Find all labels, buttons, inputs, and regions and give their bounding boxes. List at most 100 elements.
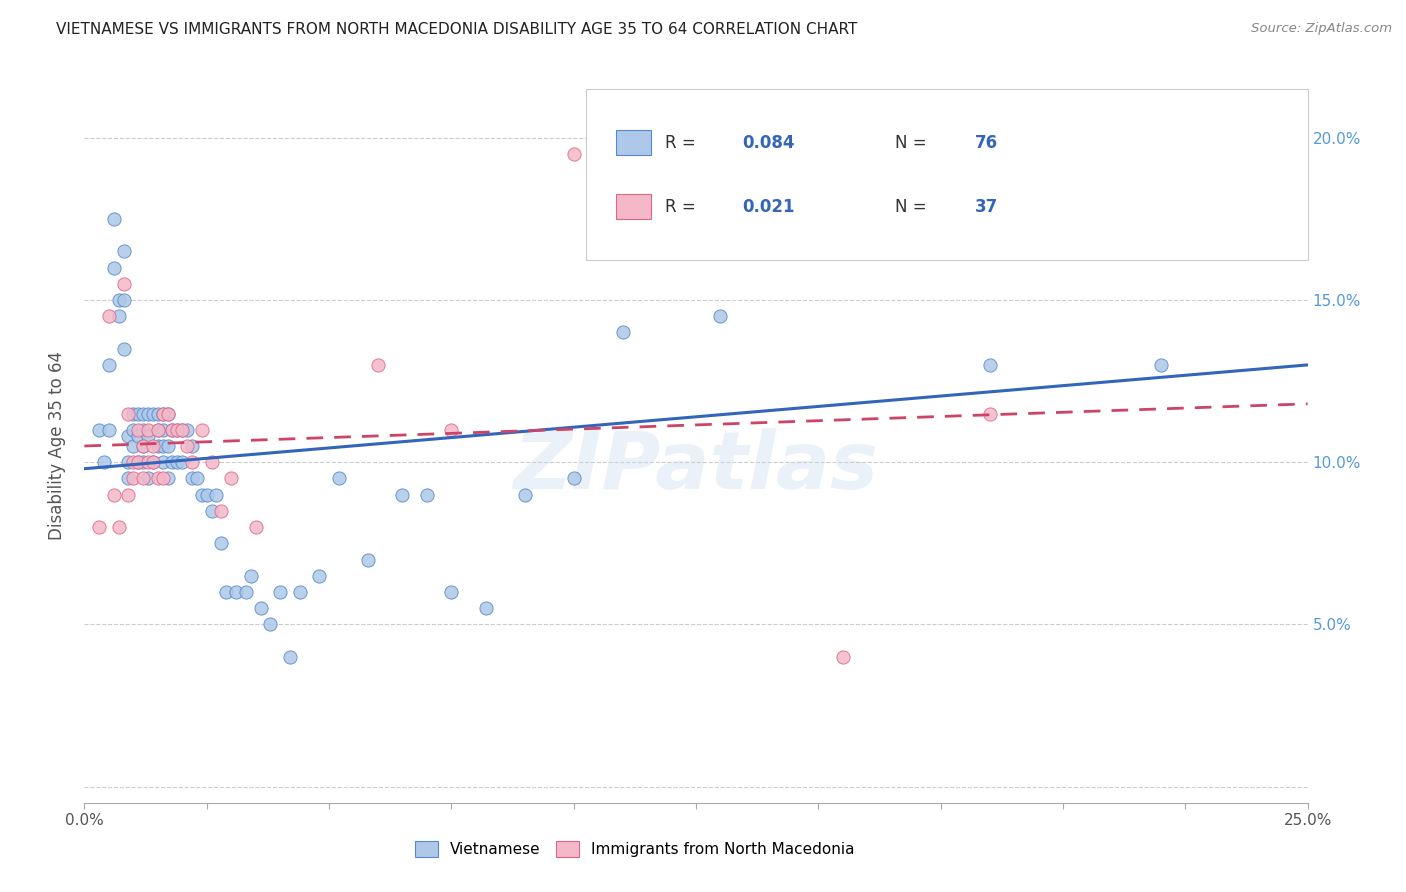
Point <box>117 407 139 421</box>
Point <box>209 504 232 518</box>
Point <box>1150 358 1173 372</box>
Point <box>132 455 155 469</box>
Point <box>239 568 262 582</box>
Point <box>176 439 198 453</box>
Point <box>112 244 135 259</box>
Point <box>132 439 155 453</box>
Point <box>200 504 222 518</box>
Point <box>152 423 174 437</box>
Point <box>831 649 853 664</box>
Text: R =: R = <box>665 134 702 152</box>
Point <box>156 439 179 453</box>
Point <box>132 439 155 453</box>
Point <box>117 429 139 443</box>
Point <box>127 455 149 469</box>
Point <box>142 407 165 421</box>
Point <box>176 423 198 437</box>
Point <box>146 423 169 437</box>
Point <box>152 407 174 421</box>
Point <box>127 429 149 443</box>
Point <box>172 423 194 437</box>
Point <box>97 423 120 437</box>
Point <box>357 552 380 566</box>
Point <box>136 471 159 485</box>
Point <box>259 617 281 632</box>
Point <box>474 601 496 615</box>
Point <box>127 423 149 437</box>
Point <box>166 423 188 437</box>
Point <box>107 520 129 534</box>
Point <box>122 471 145 485</box>
Point <box>112 293 135 307</box>
Point <box>97 310 120 324</box>
Point <box>117 455 139 469</box>
Point <box>103 488 125 502</box>
Point <box>156 407 179 421</box>
Point <box>562 147 585 161</box>
Point <box>416 488 439 502</box>
Text: VIETNAMESE VS IMMIGRANTS FROM NORTH MACEDONIA DISABILITY AGE 35 TO 64 CORRELATIO: VIETNAMESE VS IMMIGRANTS FROM NORTH MACE… <box>56 22 858 37</box>
Point <box>112 277 135 291</box>
FancyBboxPatch shape <box>616 194 651 219</box>
Point <box>132 407 155 421</box>
Point <box>278 649 301 664</box>
Point <box>93 455 115 469</box>
FancyBboxPatch shape <box>616 130 651 155</box>
Point <box>103 260 125 275</box>
Point <box>162 423 184 437</box>
Point <box>142 439 165 453</box>
Point <box>117 471 139 485</box>
Point <box>112 342 135 356</box>
Point <box>152 471 174 485</box>
Point <box>195 488 218 502</box>
Point <box>122 439 145 453</box>
Point <box>146 439 169 453</box>
Point <box>107 310 129 324</box>
FancyBboxPatch shape <box>586 89 1308 260</box>
Point <box>513 488 536 502</box>
Point <box>142 455 165 469</box>
Point <box>209 536 232 550</box>
Point <box>142 455 165 469</box>
Point <box>612 326 634 340</box>
Point <box>127 407 149 421</box>
Point <box>709 310 731 324</box>
Text: N =: N = <box>896 198 932 216</box>
Point <box>181 455 204 469</box>
Text: 76: 76 <box>974 134 998 152</box>
Point <box>117 488 139 502</box>
Point <box>235 585 257 599</box>
Point <box>166 455 188 469</box>
Point <box>205 488 228 502</box>
Point <box>122 455 145 469</box>
Point <box>136 429 159 443</box>
Point <box>152 455 174 469</box>
Point <box>132 471 155 485</box>
Point <box>219 471 242 485</box>
Point <box>225 585 247 599</box>
Point <box>136 455 159 469</box>
Point <box>136 423 159 437</box>
Point <box>146 423 169 437</box>
Point <box>97 358 120 372</box>
Point <box>132 423 155 437</box>
Point <box>127 455 149 469</box>
Point <box>146 407 169 421</box>
Point <box>245 520 267 534</box>
Point <box>107 293 129 307</box>
Point <box>172 455 194 469</box>
Text: Source: ZipAtlas.com: Source: ZipAtlas.com <box>1251 22 1392 36</box>
Legend: Vietnamese, Immigrants from North Macedonia: Vietnamese, Immigrants from North Macedo… <box>406 832 863 866</box>
Point <box>172 423 194 437</box>
Point <box>562 471 585 485</box>
Point <box>103 211 125 226</box>
Text: R =: R = <box>665 198 702 216</box>
Point <box>249 601 271 615</box>
Point <box>288 585 311 599</box>
Text: 37: 37 <box>974 198 998 216</box>
Text: 0.021: 0.021 <box>742 198 794 216</box>
Text: 0.084: 0.084 <box>742 134 794 152</box>
Point <box>162 423 184 437</box>
Point <box>136 407 159 421</box>
Point <box>440 585 463 599</box>
